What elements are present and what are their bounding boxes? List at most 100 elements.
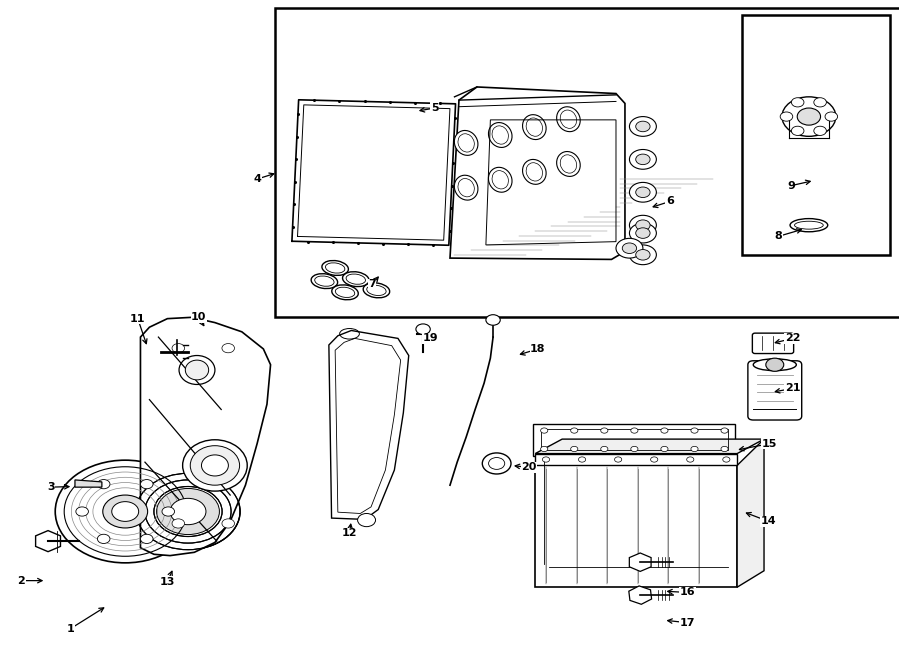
Circle shape	[766, 358, 784, 371]
Text: 9: 9	[787, 180, 795, 190]
Ellipse shape	[202, 455, 229, 476]
Polygon shape	[36, 531, 60, 552]
Circle shape	[541, 446, 548, 451]
Circle shape	[172, 519, 184, 528]
Text: 22: 22	[785, 333, 800, 344]
Text: 5: 5	[431, 103, 438, 113]
Ellipse shape	[332, 285, 358, 300]
Circle shape	[222, 344, 235, 353]
Ellipse shape	[364, 283, 390, 298]
Text: 8: 8	[775, 231, 782, 241]
Text: 20: 20	[521, 463, 536, 473]
Circle shape	[172, 344, 184, 353]
Text: 15: 15	[761, 439, 777, 449]
Text: 13: 13	[159, 577, 176, 587]
Circle shape	[357, 514, 375, 527]
Text: 17: 17	[680, 618, 696, 628]
Circle shape	[687, 457, 694, 462]
Circle shape	[140, 479, 153, 488]
Circle shape	[635, 187, 650, 198]
Ellipse shape	[489, 122, 512, 147]
Text: 4: 4	[253, 174, 261, 184]
Circle shape	[629, 116, 656, 136]
Ellipse shape	[556, 107, 581, 132]
Circle shape	[140, 534, 153, 543]
Ellipse shape	[523, 159, 546, 184]
Polygon shape	[737, 439, 764, 587]
Circle shape	[814, 98, 826, 107]
Bar	[541, 429, 728, 450]
Circle shape	[571, 446, 578, 451]
Circle shape	[635, 121, 650, 132]
Polygon shape	[450, 87, 625, 259]
Ellipse shape	[790, 219, 828, 232]
Circle shape	[723, 457, 730, 462]
Circle shape	[482, 453, 511, 474]
Polygon shape	[75, 480, 102, 487]
Circle shape	[631, 446, 638, 451]
Polygon shape	[140, 317, 271, 556]
Ellipse shape	[556, 151, 581, 176]
Circle shape	[571, 428, 578, 433]
Text: 10: 10	[191, 313, 206, 323]
Circle shape	[622, 243, 636, 253]
Circle shape	[635, 250, 650, 260]
Circle shape	[162, 507, 175, 516]
Circle shape	[541, 428, 548, 433]
Ellipse shape	[185, 360, 209, 380]
Circle shape	[486, 315, 500, 325]
Circle shape	[797, 108, 821, 125]
Circle shape	[661, 428, 668, 433]
Circle shape	[631, 428, 638, 433]
Bar	[742, 15, 889, 254]
Circle shape	[721, 428, 728, 433]
FancyBboxPatch shape	[752, 333, 794, 354]
Circle shape	[629, 215, 656, 235]
Circle shape	[543, 457, 550, 462]
Text: 6: 6	[666, 196, 674, 206]
Ellipse shape	[454, 175, 478, 200]
Text: 18: 18	[530, 344, 545, 354]
Text: 19: 19	[422, 333, 438, 344]
Ellipse shape	[489, 167, 512, 192]
FancyBboxPatch shape	[748, 361, 802, 420]
Text: 11: 11	[130, 314, 146, 324]
Circle shape	[651, 457, 658, 462]
Polygon shape	[536, 439, 764, 453]
Circle shape	[157, 488, 220, 535]
Ellipse shape	[322, 260, 348, 276]
Circle shape	[136, 473, 240, 550]
Circle shape	[600, 428, 608, 433]
Circle shape	[661, 446, 668, 451]
Text: 14: 14	[760, 516, 777, 526]
Circle shape	[76, 507, 88, 516]
Text: 12: 12	[342, 528, 357, 538]
Polygon shape	[629, 553, 651, 571]
Circle shape	[112, 502, 139, 522]
Polygon shape	[629, 586, 652, 604]
Circle shape	[629, 182, 656, 202]
Ellipse shape	[523, 114, 546, 139]
Text: 2: 2	[17, 576, 25, 586]
Circle shape	[635, 228, 650, 239]
Ellipse shape	[454, 130, 478, 155]
Ellipse shape	[179, 356, 215, 385]
Bar	[536, 465, 737, 587]
Circle shape	[629, 149, 656, 169]
Circle shape	[635, 220, 650, 231]
Circle shape	[222, 519, 235, 528]
Circle shape	[721, 446, 728, 451]
Circle shape	[691, 428, 698, 433]
Circle shape	[782, 97, 836, 136]
Circle shape	[635, 154, 650, 165]
Circle shape	[691, 446, 698, 451]
Ellipse shape	[343, 272, 369, 287]
Ellipse shape	[753, 359, 796, 371]
Circle shape	[629, 223, 656, 243]
Circle shape	[103, 495, 148, 528]
Circle shape	[579, 457, 586, 462]
Circle shape	[791, 98, 804, 107]
Circle shape	[616, 239, 643, 258]
Circle shape	[825, 112, 838, 121]
Text: 7: 7	[368, 280, 376, 290]
